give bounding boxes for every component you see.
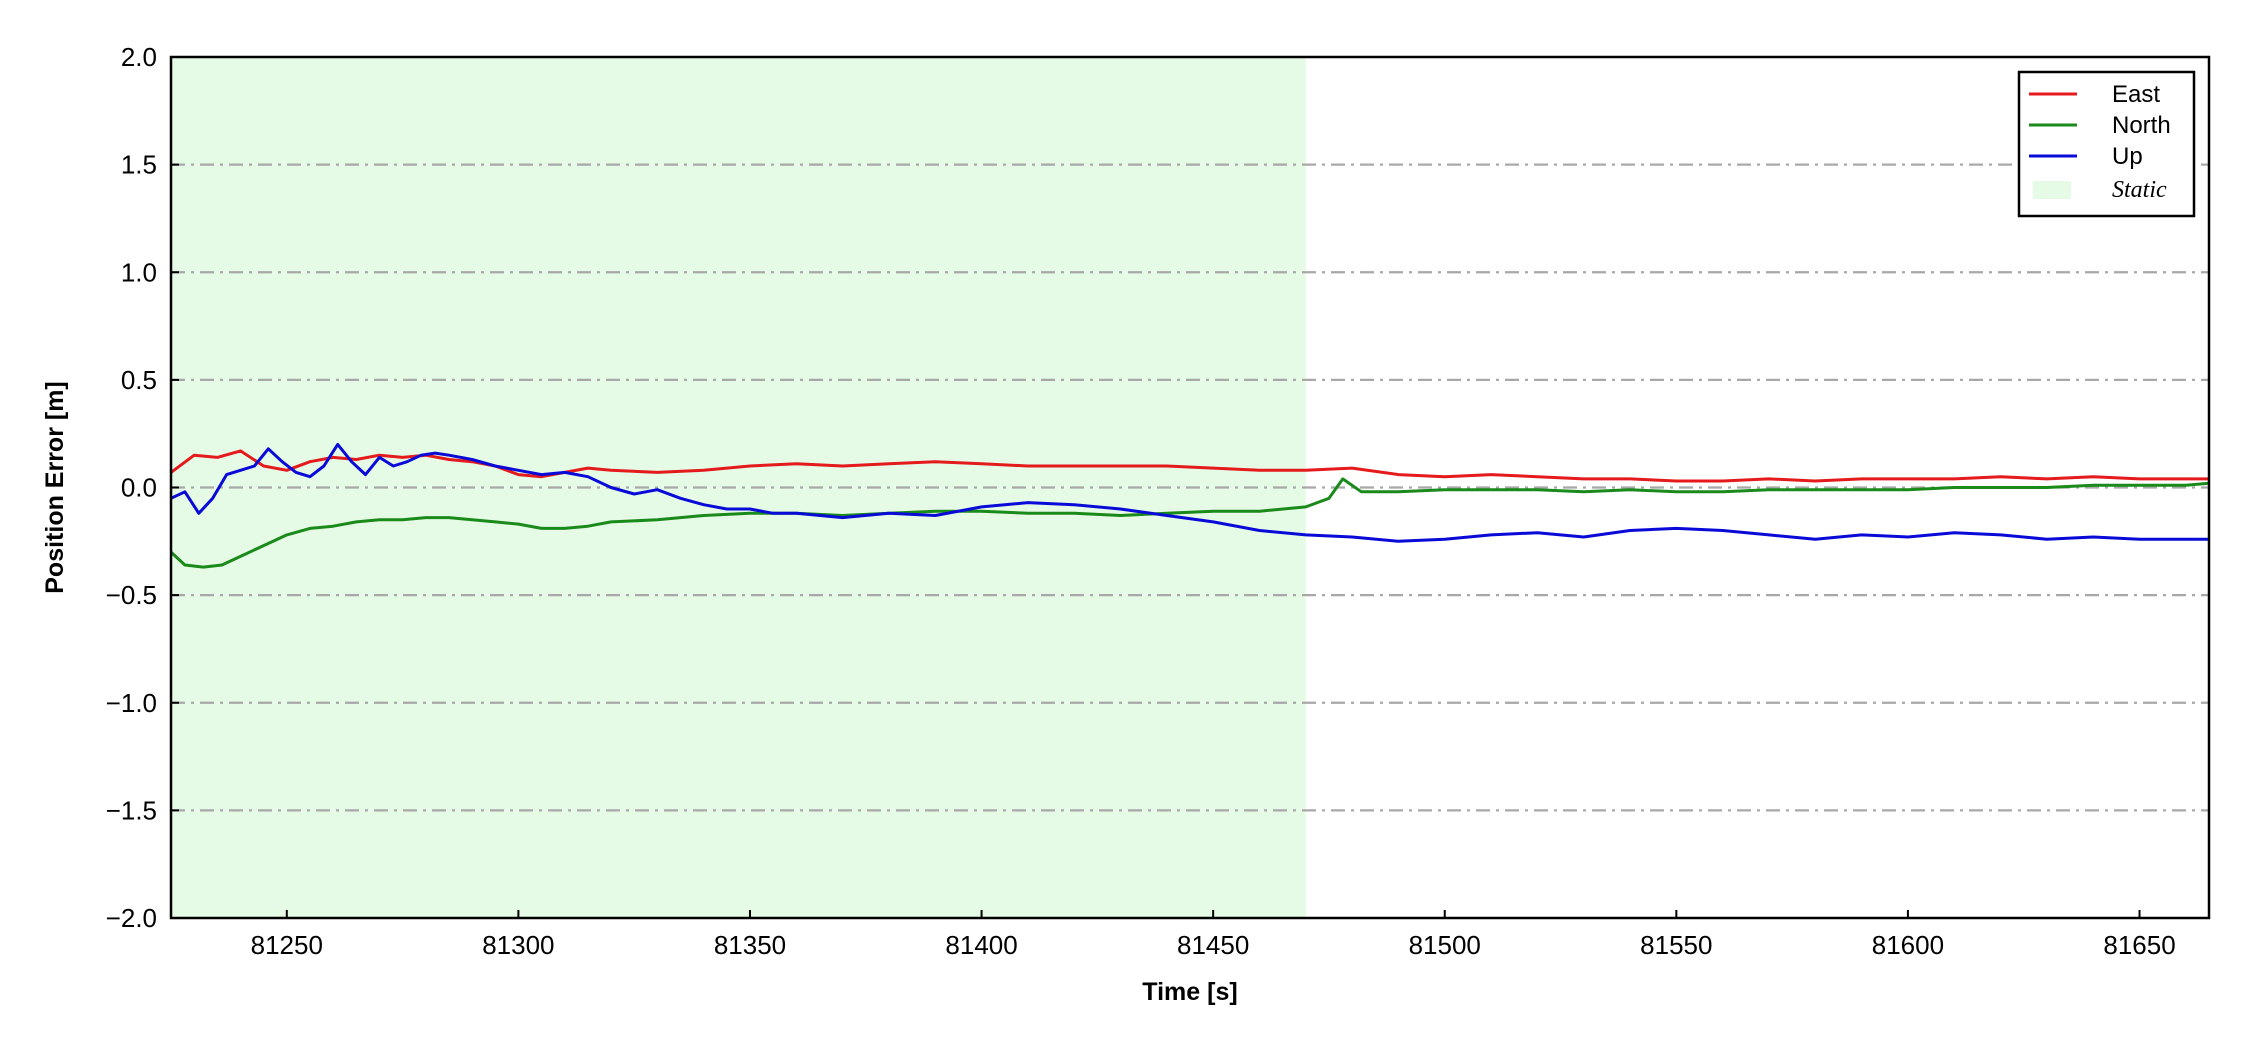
x-tick-label: 81450 <box>1177 930 1249 960</box>
y-tick-label: 0.5 <box>121 365 157 395</box>
series-line-north <box>169 477 2210 569</box>
series-line-up <box>170 442 2209 543</box>
legend-label-static: Static <box>2112 177 2167 203</box>
x-tick-label: 81400 <box>945 930 1017 960</box>
series-line-east <box>170 449 2209 483</box>
static-region <box>171 57 1306 918</box>
y-tick-label: 1.0 <box>121 257 157 287</box>
x-axis-label: Time [s] <box>1142 978 1237 1006</box>
x-tick-label: 81650 <box>2103 930 2175 960</box>
x-tick-label: 81250 <box>251 930 323 960</box>
y-tick-label: 1.5 <box>121 150 157 180</box>
legend: East North Up Static <box>2017 70 2196 218</box>
x-tick-label: 81600 <box>1872 930 1944 960</box>
y-tick-label: −1.0 <box>106 688 157 718</box>
legend-label-east: East <box>2112 81 2160 108</box>
y-tick-label: 2.0 <box>121 42 157 72</box>
x-tick-label: 81350 <box>714 930 786 960</box>
legend-swatch-static <box>2033 181 2071 199</box>
x-tick-label: 81500 <box>1409 930 1481 960</box>
legend-label-up: Up <box>2112 143 2143 170</box>
static-region-layer <box>171 57 1306 918</box>
legend-label-north: North <box>2112 112 2171 139</box>
ticks-layer: 81250 81300 81350 81400 81450 81500 81550 81600… <box>106 42 2176 960</box>
y-tick-label: 0.0 <box>121 473 157 503</box>
series-layer <box>169 442 2210 569</box>
grid-layer <box>171 163 2209 812</box>
y-axis-label: Position Error [m] <box>41 381 69 594</box>
x-tick-label: 81550 <box>1640 930 1712 960</box>
y-tick-label: −1.5 <box>106 795 157 825</box>
x-tick-label: 81300 <box>482 930 554 960</box>
y-tick-label: −2.0 <box>106 903 157 933</box>
y-tick-label: −0.5 <box>106 580 157 610</box>
